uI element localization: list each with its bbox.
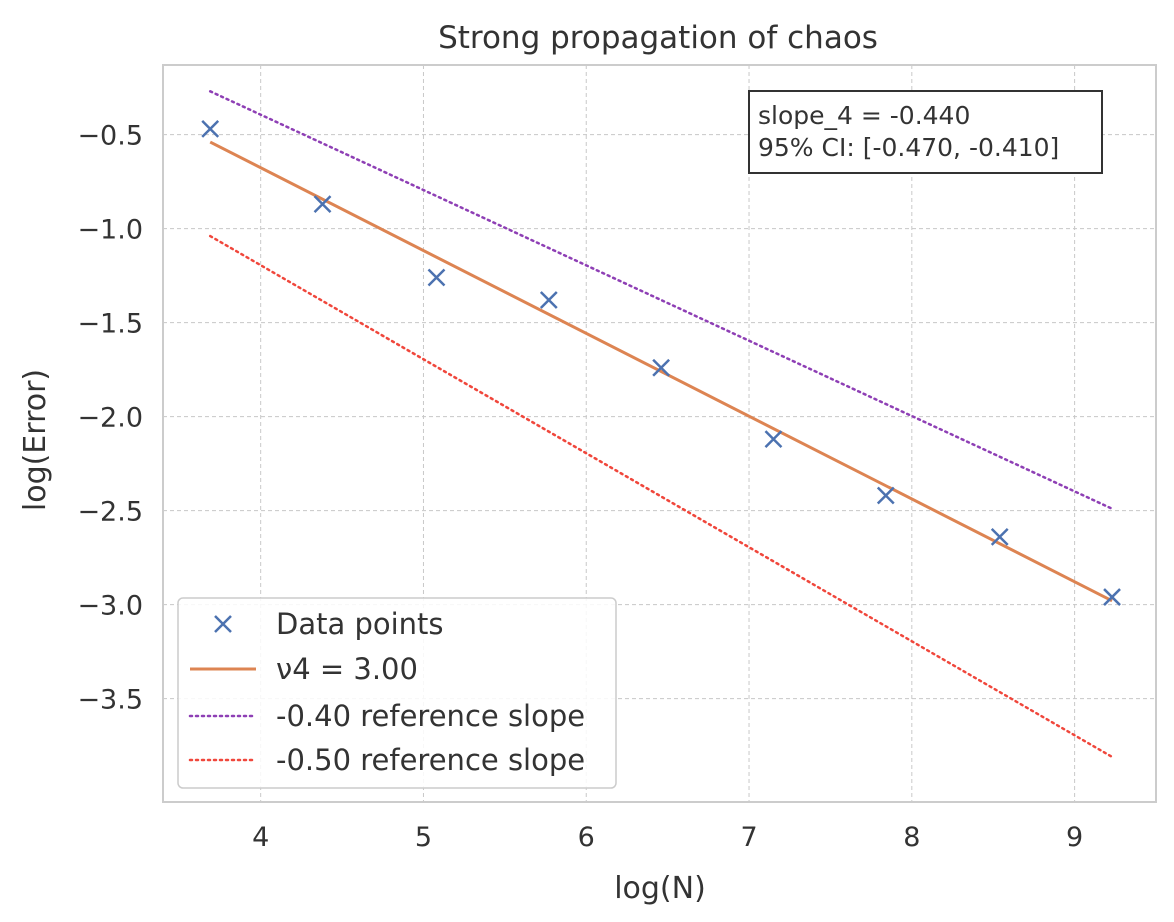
- series-layer: [201, 90, 1121, 759]
- legend-swatch-x-marker: [214, 615, 232, 633]
- annotation-box: [748, 90, 1103, 174]
- annotation-slope-text: slope_4 = -0.440: [758, 101, 970, 130]
- legend-entry-data-points: Data points: [214, 607, 444, 641]
- reference-line: [208, 90, 1114, 510]
- legend-entry-ref-050: -0.50 reference slope: [188, 743, 585, 777]
- y-tick-label: −0.5: [77, 121, 143, 152]
- x-axis-label: log(N): [614, 871, 706, 906]
- data-point-marker: [313, 195, 332, 214]
- data-point-marker: [652, 358, 671, 377]
- y-tick-label: −2.0: [77, 403, 143, 434]
- x-axis-ticks: 4 5 6 7 8 9: [252, 822, 1083, 853]
- y-axis-label: log(Error): [18, 369, 53, 511]
- legend-box: [177, 597, 617, 789]
- y-tick-label: −1.0: [77, 215, 143, 246]
- x-tick-label: 7: [740, 822, 757, 853]
- x-tick-label: 6: [578, 822, 595, 853]
- x-tick-label: 8: [903, 822, 920, 853]
- data-point-marker: [539, 291, 558, 309]
- slope-annotation: slope_4 = -0.440 95% CI: [-0.470, -0.410…: [748, 90, 1103, 174]
- legend-entry-fit-line: ν4 = 3.00: [190, 652, 418, 686]
- chart-title: Strong propagation of chaos: [438, 20, 878, 56]
- legend-label-ref-040: -0.40 reference slope: [276, 699, 585, 733]
- legend-label-ref-050: -0.50 reference slope: [276, 743, 585, 777]
- x-tick-label: 9: [1066, 822, 1083, 853]
- legend-label-fit-line: ν4 = 3.00: [276, 652, 418, 686]
- y-axis-ticks: −3.5 −3.0 −2.5 −2.0 −1.5 −1.0 −0.5: [77, 121, 143, 716]
- legend-entry-ref-040: -0.40 reference slope: [188, 699, 585, 733]
- reference-line: [208, 234, 1114, 759]
- legend: Data points ν4 = 3.00 -0.40 reference sl…: [177, 597, 617, 789]
- data-point-marker: [990, 528, 1009, 546]
- x-tick-label: 4: [252, 822, 269, 853]
- data-point-marker: [1103, 588, 1121, 606]
- x-tick-label: 5: [415, 822, 432, 853]
- legend-label-data-points: Data points: [276, 607, 444, 641]
- y-tick-label: −3.0: [77, 591, 143, 622]
- fit-line: [209, 140, 1113, 603]
- data-point-marker: [764, 430, 783, 449]
- y-tick-label: −2.5: [77, 497, 143, 528]
- y-tick-label: −3.5: [77, 685, 143, 716]
- data-point-marker: [876, 486, 895, 505]
- data-point-marker: [427, 268, 446, 287]
- y-tick-label: −1.5: [77, 309, 143, 340]
- annotation-ci-text: 95% CI: [-0.470, -0.410]: [758, 133, 1059, 162]
- plot-frame: [162, 64, 1157, 803]
- data-point-marker: [201, 120, 220, 138]
